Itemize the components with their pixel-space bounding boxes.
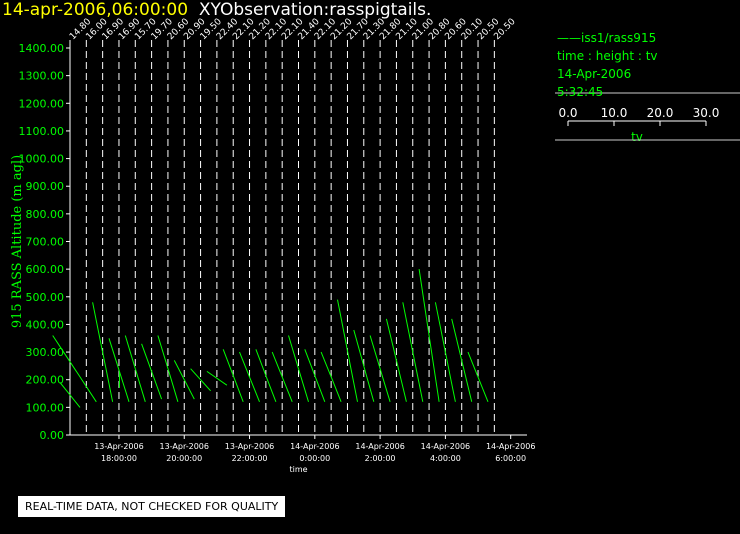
legend-series: ——iss1/rass915 xyxy=(557,29,737,47)
legend-axes-desc: time : height : tv xyxy=(557,49,658,63)
profile-line xyxy=(385,318,407,402)
x-tick-time: 4:00:00 xyxy=(430,454,461,463)
legend-time: 5:32:45 xyxy=(557,85,604,99)
legend-line-swatch: —— xyxy=(557,31,581,45)
profile-line xyxy=(157,335,179,402)
tv-scale-tick-label: 10.0 xyxy=(601,106,628,120)
chart-axes: 0.00 100.00 200.00 300.00 400.00 500.00 600.00… xyxy=(10,40,535,474)
y-tick-label: 1300.00 xyxy=(19,70,65,83)
y-tick-label: 200.00 xyxy=(26,374,65,387)
profile-line xyxy=(304,349,326,402)
x-axis-title: time xyxy=(289,465,307,474)
x-tick-date: 13-Apr-2006 xyxy=(94,442,143,451)
y-tick-label: 1000.00 xyxy=(19,153,65,166)
profile-line xyxy=(173,360,195,400)
y-tick-label: 300.00 xyxy=(26,346,65,359)
y-tick-label: 500.00 xyxy=(26,291,65,304)
profile-line xyxy=(353,329,375,402)
profile-line xyxy=(418,269,440,402)
title-observation: XYObservation:rasspigtails. xyxy=(198,0,432,20)
y-tick-label: 700.00 xyxy=(26,236,65,249)
profile-line xyxy=(434,302,456,402)
profile-line xyxy=(467,351,489,402)
profile-line xyxy=(451,318,473,402)
x-tick-date: 14-Apr-2006 xyxy=(290,442,339,451)
x-tick-time: 0:00:00 xyxy=(299,454,330,463)
profile-line xyxy=(402,302,424,402)
legend-series-label: iss1/rass915 xyxy=(581,31,657,45)
profile-line xyxy=(239,351,260,402)
x-tick-date: 14-Apr-2006 xyxy=(421,442,470,451)
x-tick-time: 20:00:00 xyxy=(166,454,202,463)
tv-scale-tick-label: 30.0 xyxy=(693,106,720,120)
x-tick-date: 13-Apr-2006 xyxy=(225,442,274,451)
y-tick-label: 1100.00 xyxy=(19,125,65,138)
profile-line xyxy=(124,335,146,402)
x-tick-time: 2:00:00 xyxy=(365,454,396,463)
profile-line xyxy=(222,349,244,402)
profile-line xyxy=(141,343,163,400)
profile-line xyxy=(52,335,97,403)
y-tick-label: 800.00 xyxy=(26,208,65,221)
profile-line xyxy=(92,302,114,402)
x-tick-time: 6:00:00 xyxy=(495,454,526,463)
y-tick-label: 100.00 xyxy=(26,401,65,414)
profile-line xyxy=(59,382,81,408)
profile-line xyxy=(108,338,130,402)
profile-line xyxy=(320,351,342,402)
legend-panel: ——iss1/rass915 time : height : tv 14-Apr… xyxy=(557,29,737,101)
profile-lines: 14.8016.0016.9016.9015.7019.7020.6020.90… xyxy=(52,17,518,435)
x-tick-date: 14-Apr-2006 xyxy=(355,442,404,451)
profile-line xyxy=(206,370,228,386)
x-tick-time: 22:00:00 xyxy=(232,454,268,463)
y-tick-label: 1400.00 xyxy=(19,42,65,55)
y-tick-label: 400.00 xyxy=(26,318,65,331)
quality-note: REAL-TIME DATA, NOT CHECKED FOR QUALITY xyxy=(18,496,286,517)
profile-line xyxy=(288,335,309,402)
tv-scale: 0.0 10.0 20.0 30.0 tv xyxy=(555,92,740,144)
plot-title: 14-apr-2006,06:00:00 XYObservation:rassp… xyxy=(2,0,431,20)
tv-scale-label: tv xyxy=(631,130,643,144)
title-datetime: 14-apr-2006,06:00:00 xyxy=(2,0,189,20)
tv-scale-tick-label: 20.0 xyxy=(647,106,674,120)
tv-scale-tick-label: 0.0 xyxy=(558,106,577,120)
y-axis-title: 915 RASS Altitude (m agl) xyxy=(10,155,25,328)
y-tick-label: 0.00 xyxy=(40,429,65,442)
profile-line xyxy=(271,351,293,402)
profile-line xyxy=(369,335,391,402)
profile-line xyxy=(190,368,211,392)
x-tick-time: 18:00:00 xyxy=(101,454,137,463)
y-tick-label: 900.00 xyxy=(26,180,65,193)
profile-line xyxy=(337,299,358,402)
profile-line xyxy=(255,349,277,402)
y-tick-label: 600.00 xyxy=(26,263,65,276)
y-tick-label: 1200.00 xyxy=(19,97,65,110)
x-tick-date: 14-Apr-2006 xyxy=(486,442,535,451)
x-tick-date: 13-Apr-2006 xyxy=(160,442,209,451)
legend-date: 14-Apr-2006 xyxy=(557,67,632,81)
